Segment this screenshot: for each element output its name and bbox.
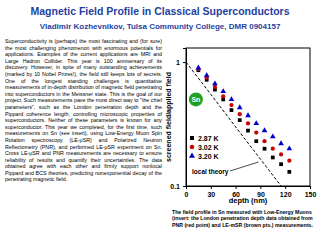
- x-tick-mark: [285, 186, 286, 189]
- data-point: [229, 96, 235, 101]
- data-point: [230, 108, 234, 112]
- data-point: [196, 65, 202, 70]
- chart: 03060901201500.11depth (nm)screened fiel…: [0, 0, 320, 240]
- subtitle: Vladimir Kozhevnikov, Tulsa Community Co…: [0, 22, 320, 31]
- y-tick: 0.1: [170, 183, 186, 190]
- data-point: [213, 88, 217, 92]
- data-point: [238, 118, 242, 122]
- theory-label: local theory: [192, 168, 229, 176]
- data-point: [287, 170, 291, 174]
- data-point: [221, 94, 225, 98]
- legend-marker: [190, 136, 194, 140]
- x-tick-label: 120: [280, 191, 292, 198]
- x-tick: 0: [185, 186, 189, 198]
- y-tick: 1: [176, 59, 186, 66]
- legend-marker: [189, 152, 195, 157]
- x-axis-label: depth (nm): [229, 196, 268, 205]
- data-point: [262, 127, 268, 132]
- x-tick: 60: [232, 186, 240, 198]
- theory-line: [186, 62, 281, 186]
- data-point: [278, 140, 284, 145]
- legend-label: 2.87 K: [198, 135, 219, 142]
- x-tick: 30: [207, 186, 215, 198]
- data-point: [271, 156, 275, 160]
- data-point: [237, 104, 243, 109]
- data-point: [279, 152, 283, 156]
- x-tick-label: 60: [232, 191, 240, 198]
- x-tick-label: 90: [257, 191, 265, 198]
- x-axis: 0 30 60 90 120 150: [185, 186, 317, 198]
- x-tick: 90: [257, 186, 265, 198]
- data-point: [238, 112, 242, 116]
- x-tick-label: 0: [185, 191, 189, 198]
- y-tick-mark: [183, 62, 186, 63]
- data-point: [279, 162, 283, 166]
- legend-marker: [190, 145, 195, 150]
- data-point: [254, 130, 258, 134]
- theory-arrow: [230, 162, 258, 171]
- x-tick-mark: [211, 186, 212, 189]
- data-point: [287, 159, 291, 163]
- legend-label: 3.02 K: [198, 144, 219, 151]
- x-tick-mark: [186, 186, 187, 189]
- caption: The field profile in Sn measured with Lo…: [172, 209, 316, 228]
- data-point: [220, 88, 226, 93]
- data-point: [253, 120, 259, 125]
- legend: 2.87 K 3.02 K 3.20 K: [189, 135, 219, 160]
- y-axis-label: screened field/applied field: [165, 72, 173, 162]
- data-point: [205, 78, 209, 82]
- x-tick-label: 150: [305, 191, 317, 198]
- legend-label: 3.20 K: [198, 153, 219, 160]
- y-tick-mark: [183, 186, 186, 187]
- data-point: [286, 145, 292, 150]
- annotation-badge: [189, 92, 203, 106]
- x-tick-mark: [310, 186, 311, 189]
- x-tick-label: 30: [207, 191, 215, 198]
- y-axis: 0.11: [170, 49, 186, 190]
- data-point: [196, 67, 200, 71]
- data-point: [213, 85, 217, 89]
- y-tick-label: 1: [176, 59, 180, 66]
- data-point: [212, 80, 218, 85]
- data-point: [270, 133, 276, 138]
- y-axis-line: [183, 49, 187, 187]
- data-point: [246, 121, 250, 125]
- x-tick: 120: [280, 186, 292, 198]
- data-point: [197, 68, 201, 72]
- data-point: [229, 103, 233, 107]
- title: Magnetic Field Profile in Classical Supe…: [0, 5, 320, 17]
- annotation-text: Sn: [191, 96, 200, 103]
- data-point: [263, 147, 267, 151]
- data-point: [245, 112, 251, 117]
- data-point: [262, 139, 266, 143]
- x-tick-mark: [236, 186, 237, 189]
- x-tick-mark: [260, 186, 261, 189]
- x-tick: 150: [305, 186, 317, 198]
- data-point: [246, 129, 250, 133]
- data-point: [205, 75, 209, 79]
- data-point: [254, 139, 258, 143]
- x-axis-line: [187, 187, 311, 190]
- plot-frame: [186, 48, 310, 186]
- data-point: [221, 98, 225, 102]
- body-text: Superconductivity is (perhaps) the most …: [5, 38, 162, 183]
- data-point: [271, 147, 275, 151]
- y-tick-label: 0.1: [170, 183, 180, 190]
- data-point: [204, 72, 210, 77]
- plot-area: [186, 62, 292, 186]
